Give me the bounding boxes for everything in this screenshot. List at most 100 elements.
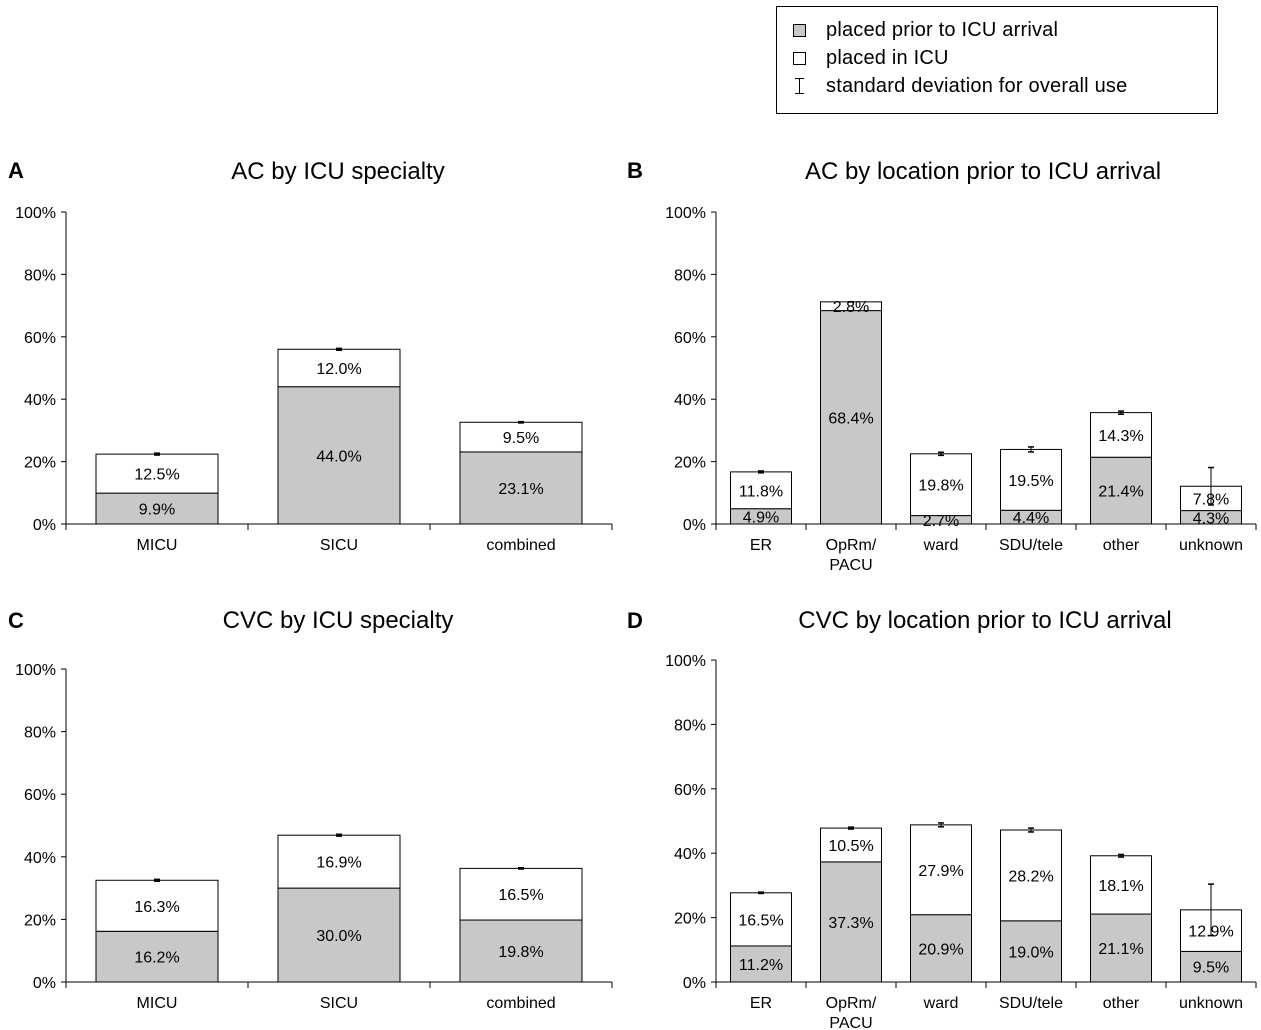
y-tick-label: 60% — [24, 787, 56, 804]
bar-segment-prior — [910, 914, 972, 983]
x-tick-label: other — [1103, 995, 1140, 1012]
x-tick-label: SDU/tele — [999, 995, 1063, 1012]
panel-letter: D — [627, 608, 643, 633]
data-label-prior: 37.3% — [828, 915, 873, 932]
data-label-icu: 12.9% — [1188, 924, 1233, 941]
panel-letter: A — [8, 158, 24, 183]
data-label-icu: 27.9% — [918, 863, 963, 880]
x-tick-label: OpRm/ — [826, 995, 877, 1012]
legend-item-icu: placed in ICU — [793, 45, 949, 71]
data-label-prior: 11.2% — [739, 957, 783, 974]
bar-segment-prior — [820, 310, 882, 525]
y-tick-label: 80% — [674, 717, 706, 734]
x-tick-label: PACU — [829, 557, 872, 574]
legend: placed prior to ICU arrival placed in IC… — [776, 6, 1218, 114]
data-label-icu: 18.1% — [1098, 878, 1143, 895]
x-tick-label: ward — [923, 537, 959, 554]
y-tick-label: 60% — [24, 330, 56, 347]
data-label-icu: 16.3% — [134, 899, 179, 916]
x-tick-label: SDU/tele — [999, 537, 1063, 554]
y-tick-label: 0% — [33, 975, 56, 992]
x-tick-label: SICU — [320, 537, 358, 554]
bar-segment-prior — [95, 930, 219, 983]
bar-segment-icu — [277, 834, 401, 889]
error-bar-icon — [793, 77, 806, 95]
y-tick-label: 40% — [674, 846, 706, 863]
x-tick-label: ER — [750, 537, 772, 554]
data-label-prior: 4.9% — [743, 509, 779, 526]
bar-segment-prior — [277, 386, 401, 525]
legend-label-sd: standard deviation for overall use — [826, 74, 1128, 97]
bar-segment-icu — [730, 892, 792, 947]
y-tick-label: 0% — [33, 517, 56, 534]
y-tick-label: 80% — [24, 267, 56, 284]
data-label-icu: 12.0% — [316, 361, 361, 378]
legend-swatch-prior — [793, 23, 806, 37]
x-tick-label: PACU — [829, 1015, 872, 1030]
data-label-prior: 21.1% — [1098, 941, 1143, 958]
x-tick-label: OpRm/ — [826, 537, 877, 554]
bar-segment-icu — [910, 453, 972, 517]
data-label-prior: 19.8% — [498, 944, 543, 961]
y-tick-label: 0% — [683, 517, 706, 534]
data-label-prior: 30.0% — [316, 928, 361, 945]
bar-segment-icu — [1090, 855, 1152, 915]
data-label-prior: 4.4% — [1013, 510, 1049, 527]
y-tick-label: 40% — [24, 392, 56, 409]
bar-segment-icu — [459, 867, 583, 921]
bar-segment-icu — [820, 827, 882, 863]
bar-segment-icu — [277, 348, 401, 388]
y-tick-label: 100% — [665, 205, 706, 222]
chart-title: CVC by ICU specialty — [223, 607, 454, 634]
y-tick-label: 20% — [24, 455, 56, 472]
x-tick-label: ER — [750, 995, 772, 1012]
y-tick-label: 60% — [674, 782, 706, 799]
bar-segment-icu — [95, 879, 219, 932]
data-label-icu: 9.5% — [503, 430, 539, 447]
y-tick-label: 60% — [674, 330, 706, 347]
y-tick-label: 20% — [24, 912, 56, 929]
bar-segment-icu — [730, 471, 792, 510]
data-label-prior: 20.9% — [918, 941, 963, 958]
data-label-prior: 2.7% — [923, 513, 959, 530]
legend-item-prior: placed prior to ICU arrival — [793, 17, 1058, 43]
bar-segment-icu — [910, 824, 972, 916]
y-tick-label: 40% — [674, 392, 706, 409]
x-tick-label: other — [1103, 537, 1140, 554]
x-tick-label: MICU — [137, 995, 178, 1012]
chart-title: AC by ICU specialty — [231, 158, 444, 185]
data-label-icu: 10.5% — [828, 838, 873, 855]
data-label-icu: 2.8% — [833, 299, 869, 316]
bar-segment-prior — [820, 861, 882, 983]
x-tick-label: unknown — [1179, 995, 1243, 1012]
bar-segment-prior — [1000, 920, 1062, 983]
chart-title: AC by location prior to ICU arrival — [805, 158, 1161, 185]
bar-segment-prior — [95, 492, 219, 525]
x-tick-label: unknown — [1179, 537, 1243, 554]
x-tick-label: ward — [923, 995, 959, 1012]
chart-title: CVC by location prior to ICU arrival — [798, 607, 1171, 634]
data-label-icu: 16.5% — [738, 912, 783, 929]
legend-label-icu: placed in ICU — [826, 46, 949, 69]
bar-segment-prior — [459, 451, 583, 525]
bar-segment-icu — [1090, 412, 1152, 458]
data-label-prior: 9.9% — [139, 502, 175, 519]
bar-segment-icu — [1000, 448, 1062, 511]
x-tick-label: SICU — [320, 995, 358, 1012]
data-label-prior: 4.3% — [1193, 510, 1229, 527]
data-label-prior: 21.4% — [1098, 484, 1143, 501]
y-tick-label: 40% — [24, 850, 56, 867]
y-tick-label: 100% — [15, 662, 56, 679]
y-tick-label: 80% — [24, 725, 56, 742]
x-tick-label: combined — [486, 537, 555, 554]
panel-letter: B — [627, 158, 643, 183]
data-label-icu: 19.8% — [918, 478, 963, 495]
data-label-icu: 28.2% — [1008, 868, 1053, 885]
y-tick-label: 20% — [674, 455, 706, 472]
data-label-prior: 19.0% — [1008, 944, 1053, 961]
data-label-icu: 11.8% — [739, 483, 783, 500]
data-label-icu: 14.3% — [1098, 428, 1143, 445]
y-tick-label: 20% — [674, 911, 706, 928]
bar-segment-icu — [459, 421, 583, 453]
